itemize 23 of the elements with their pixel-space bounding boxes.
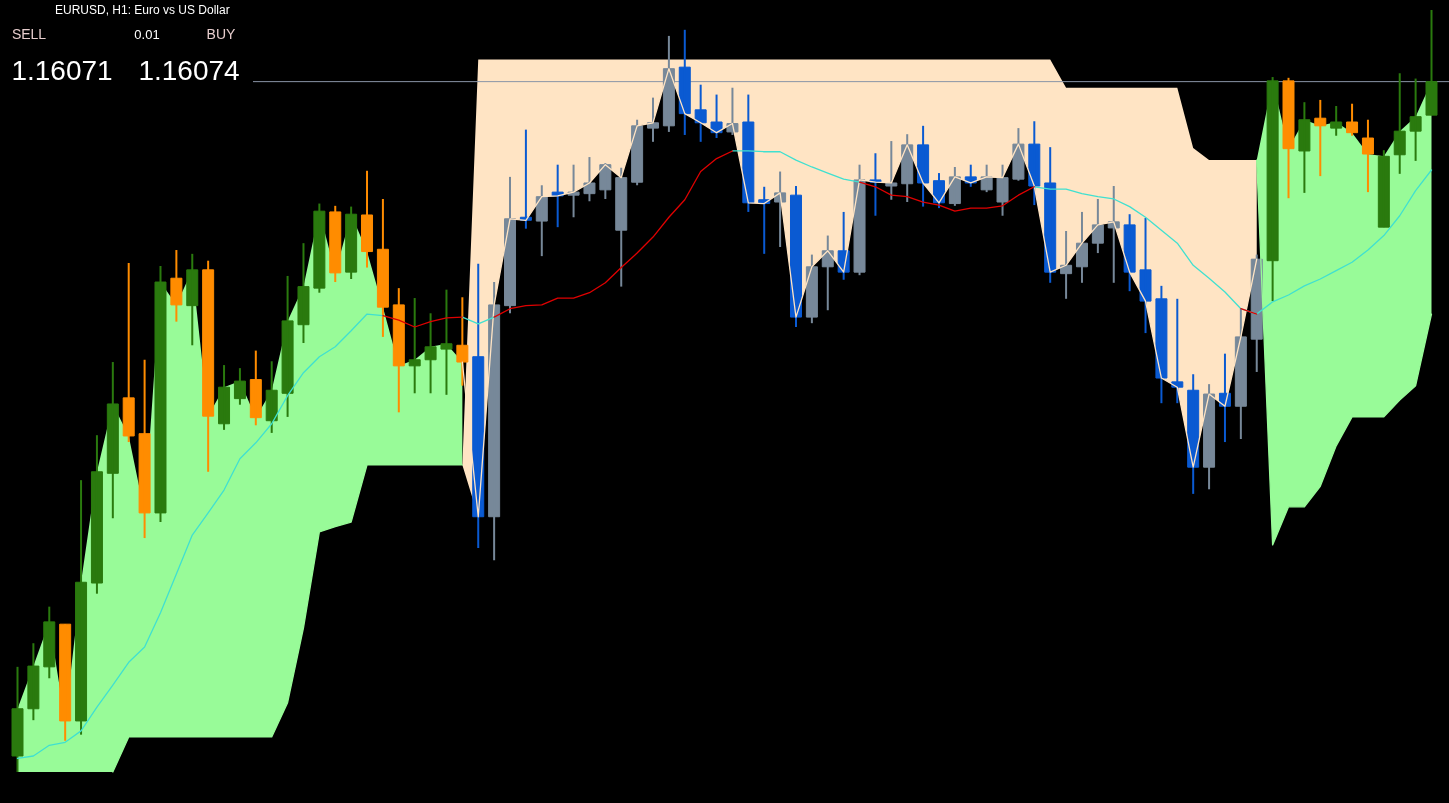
candlestick: [1425, 9, 1438, 117]
candlestick: [1330, 105, 1343, 137]
annotation: BUY: [206, 26, 237, 42]
candlestick: [1282, 76, 1295, 200]
chart-title: EURUSD, H1: Euro vs US Dollar: [55, 3, 230, 17]
candlestick: [154, 265, 167, 524]
candlestick: [1409, 77, 1422, 162]
candlestick: [440, 288, 453, 396]
candlestick: [424, 312, 437, 395]
candlestick: [170, 249, 183, 323]
candlestick: [138, 358, 151, 540]
annotation: SELL: [11, 26, 47, 42]
candlestick: [27, 642, 40, 722]
candlestick: [313, 202, 326, 294]
annotation: 1.16071: [11, 55, 113, 86]
annotation: 1.16074: [138, 55, 240, 86]
candlestick: [11, 665, 24, 773]
candlestick: [297, 242, 310, 344]
annotation: 0.01: [134, 27, 160, 42]
candlestick: [456, 296, 469, 387]
candlestick: [281, 274, 294, 418]
candlestick: [408, 297, 421, 395]
candlestick: [1298, 101, 1311, 194]
